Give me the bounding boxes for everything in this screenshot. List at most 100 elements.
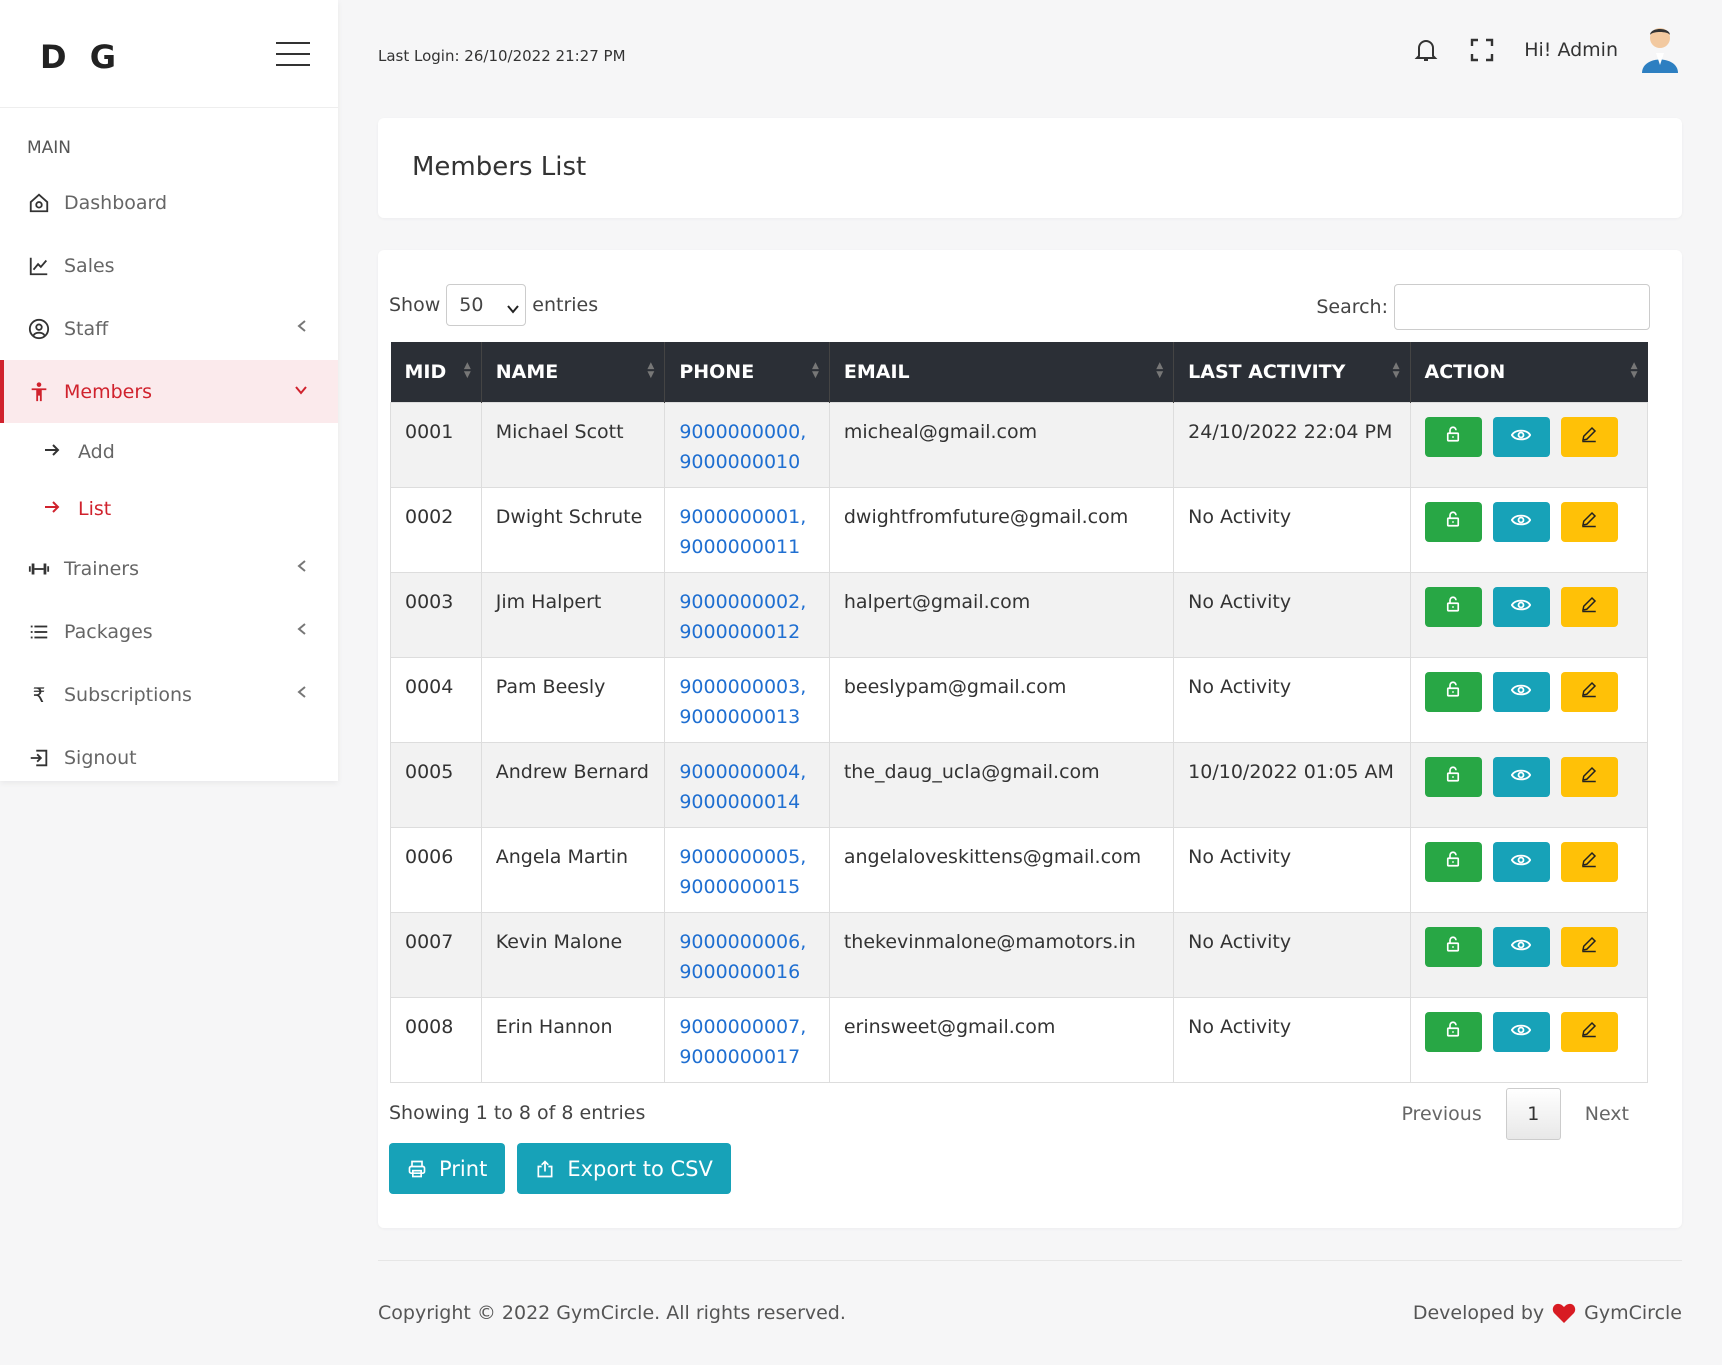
chevron-down-icon	[507, 297, 520, 314]
pagination-info: Showing 1 to 8 of 8 entries	[389, 1102, 646, 1124]
pencil-icon	[1580, 1017, 1598, 1047]
phone-link[interactable]: 9000000007,	[679, 1015, 807, 1038]
edit-button[interactable]	[1560, 926, 1618, 967]
chevron-left-icon	[296, 318, 308, 337]
footer-developer[interactable]: GymCircle	[1584, 1302, 1682, 1324]
eye-icon	[1510, 507, 1532, 537]
view-button[interactable]	[1492, 586, 1550, 627]
column-header-phone[interactable]: PHONE ▲ ▼	[664, 342, 830, 402]
edit-button[interactable]	[1560, 586, 1618, 627]
table-row: 0007 Kevin Malone 9000000006, 9000000016 the…	[390, 911, 1649, 998]
phone-link[interactable]: 9000000000,	[679, 420, 807, 443]
sidebar-item-staff[interactable]: Staff	[0, 297, 338, 360]
fullscreen-icon[interactable]	[1468, 36, 1496, 64]
sidebar-subitem-add[interactable]: Add	[0, 423, 338, 480]
lock-button[interactable]	[1424, 756, 1482, 797]
menu-icon[interactable]	[276, 42, 310, 66]
phone-link[interactable]: 9000000005,	[679, 845, 807, 868]
phone-link[interactable]: 9000000017	[679, 1045, 801, 1068]
view-button[interactable]	[1492, 841, 1550, 882]
view-button[interactable]	[1492, 756, 1550, 797]
footer-divider	[378, 1260, 1682, 1261]
cell-action	[1409, 401, 1649, 488]
printer-icon	[408, 1160, 426, 1177]
lock-button[interactable]	[1424, 841, 1482, 882]
search-input[interactable]	[1394, 284, 1650, 330]
sidebar-item-sales[interactable]: Sales	[0, 234, 338, 297]
sidebar-item-signout[interactable]: Signout	[0, 726, 338, 789]
cell-email: angelaloveskittens@gmail.com	[828, 826, 1175, 913]
cell-name: Jim Halpert	[480, 571, 666, 658]
column-header-action[interactable]: ACTION ▲ ▼	[1410, 342, 1648, 402]
edit-button[interactable]	[1560, 416, 1618, 457]
pencil-icon	[1580, 592, 1598, 622]
avatar[interactable]	[1638, 25, 1682, 75]
column-header-email[interactable]: EMAIL ▲ ▼	[829, 342, 1175, 402]
sidebar-item-subscriptions[interactable]: ₹ Subscriptions	[0, 663, 338, 726]
rupee-icon: ₹	[32, 682, 46, 707]
view-button[interactable]	[1492, 416, 1550, 457]
pagination-next[interactable]: Next	[1584, 1103, 1629, 1125]
edit-button[interactable]	[1560, 756, 1618, 797]
phone-link[interactable]: 9000000006,	[679, 930, 807, 953]
bell-icon[interactable]	[1412, 36, 1440, 64]
pencil-icon	[1580, 932, 1598, 962]
entries-select[interactable]: 50	[446, 284, 527, 326]
phone-link[interactable]: 9000000003,	[679, 675, 807, 698]
lock-button[interactable]	[1424, 1011, 1482, 1052]
phone-link[interactable]: 9000000011	[679, 535, 801, 558]
sidebar-item-members[interactable]: Members	[0, 360, 338, 423]
edit-button[interactable]	[1560, 1011, 1618, 1052]
table-row: 0006 Angela Martin 9000000005, 9000000015 an…	[390, 826, 1649, 913]
phone-link[interactable]: 9000000015	[679, 875, 801, 898]
sidebar-subitem-list[interactable]: List	[0, 480, 338, 537]
phone-link[interactable]: 9000000001,	[679, 505, 807, 528]
cell-last-activity: No Activity	[1173, 911, 1411, 998]
sidebar-item-trainers[interactable]: Trainers	[0, 537, 338, 600]
user-greeting[interactable]: Hi! Admin	[1524, 39, 1618, 61]
entries-select-value: 50	[459, 294, 484, 316]
sidebar-item-label: Staff	[64, 317, 109, 340]
phone-link[interactable]: 9000000010	[679, 450, 801, 473]
column-header-mid[interactable]: MID ▲ ▼	[390, 342, 482, 402]
edit-button[interactable]	[1560, 501, 1618, 542]
edit-button[interactable]	[1560, 841, 1618, 882]
eye-icon	[1510, 422, 1532, 452]
phone-link[interactable]: 9000000016	[679, 960, 801, 983]
lock-button[interactable]	[1424, 671, 1482, 712]
phone-link[interactable]: 9000000012	[679, 620, 801, 643]
lock-button[interactable]	[1424, 926, 1482, 967]
export-csv-button[interactable]: Export to CSV	[517, 1143, 731, 1194]
edit-button[interactable]	[1560, 671, 1618, 712]
view-button[interactable]	[1492, 671, 1550, 712]
table-header-row: MID ▲ ▼ NAME ▲ ▼ PHONE ▲ ▼ EMAIL ▲ ▼ LAST ACTIVI…	[390, 342, 1648, 402]
print-button-label: Print	[439, 1156, 488, 1181]
sidebar-item-dashboard[interactable]: Dashboard	[0, 171, 338, 234]
cell-email: beeslypam@gmail.com	[828, 656, 1175, 743]
phone-link[interactable]: 9000000002,	[679, 590, 807, 613]
lock-button[interactable]	[1424, 586, 1482, 627]
view-button[interactable]	[1492, 501, 1550, 542]
phone-link[interactable]: 9000000013	[679, 705, 801, 728]
cell-mid: 0003	[390, 571, 482, 658]
brand-logo[interactable]: D G	[40, 38, 122, 76]
cell-mid: 0005	[390, 741, 482, 828]
lock-button[interactable]	[1424, 501, 1482, 542]
phone-link[interactable]: 9000000014	[679, 790, 801, 813]
sidebar-item-packages[interactable]: Packages	[0, 600, 338, 663]
pagination-page-1[interactable]: 1	[1505, 1088, 1561, 1140]
cell-last-activity: No Activity	[1173, 826, 1411, 913]
lock-button[interactable]	[1424, 416, 1482, 457]
sort-icon: ▲ ▼	[1156, 361, 1164, 380]
print-button[interactable]: Print	[389, 1143, 506, 1194]
cell-email: dwightfromfuture@gmail.com	[828, 486, 1175, 573]
column-header-name[interactable]: NAME ▲ ▼	[481, 342, 666, 402]
show-entries-control: Show 50 entries	[389, 284, 598, 326]
cell-name: Erin Hannon	[480, 996, 666, 1083]
pagination-previous[interactable]: Previous	[1401, 1103, 1482, 1125]
view-button[interactable]	[1492, 926, 1550, 967]
cell-mid: 0001	[390, 401, 482, 488]
column-header-last-activity[interactable]: LAST ACTIVITY ▲ ▼	[1173, 342, 1411, 402]
phone-link[interactable]: 9000000004,	[679, 760, 807, 783]
view-button[interactable]	[1492, 1011, 1550, 1052]
